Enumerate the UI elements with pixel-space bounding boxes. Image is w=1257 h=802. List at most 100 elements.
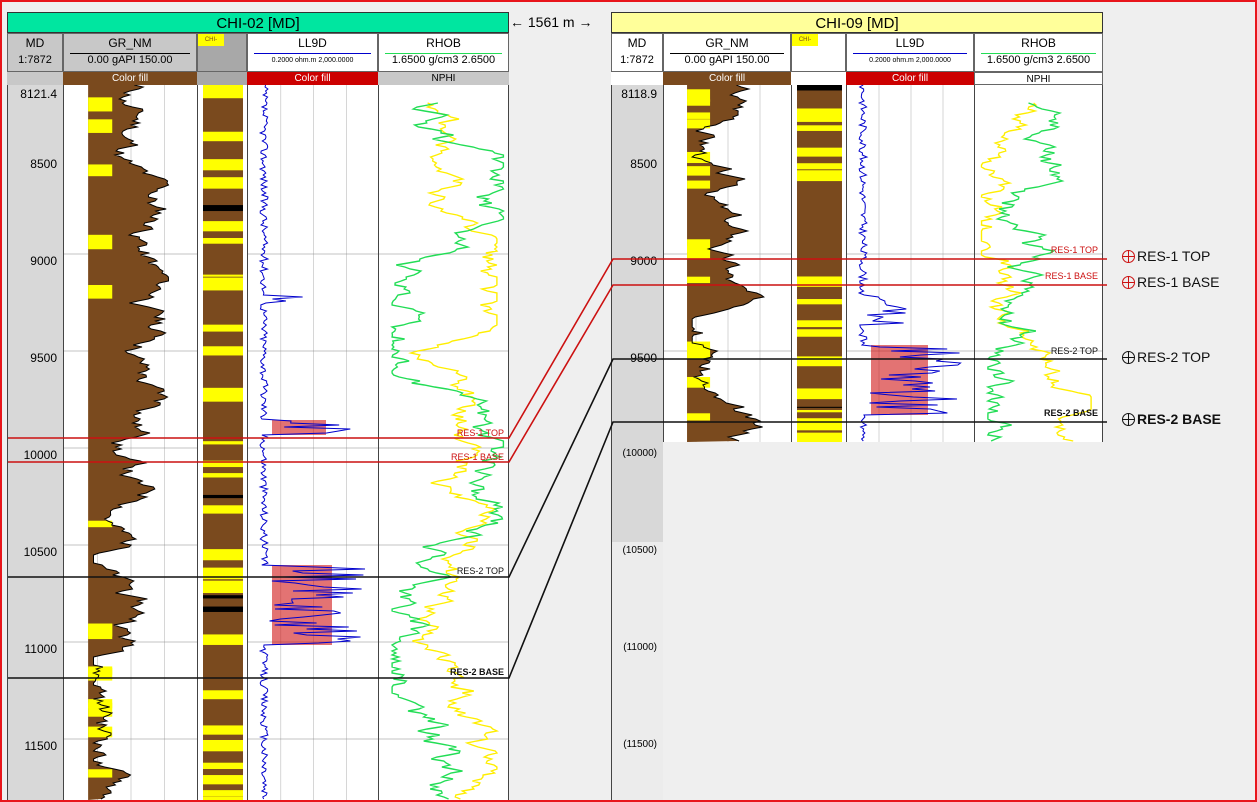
marker-crosshair-icon xyxy=(1122,250,1135,263)
gr-sand-fill xyxy=(88,234,113,250)
gr-shale-fill xyxy=(88,85,169,800)
depth-label: 9000 xyxy=(30,254,57,268)
litho-sand-bed xyxy=(203,796,243,800)
marker-crosshair-icon xyxy=(1122,276,1135,289)
litho-track[interactable] xyxy=(791,85,846,442)
gr-sand-fill xyxy=(687,180,711,189)
rhob-track-header[interactable]: RHOB 1.6500 g/cm3 2.6500 xyxy=(378,33,509,72)
litho-coal-bed xyxy=(203,606,243,612)
rhob-nphi-track[interactable]: RES-1 TOP RES-1 BASE RES-2 TOP RES-2 BAS… xyxy=(974,85,1103,442)
correlation-marker-res1-top[interactable]: RES-1 TOP xyxy=(1122,248,1210,264)
litho-sand-bed xyxy=(203,346,243,356)
gr-sand-fill xyxy=(687,346,711,359)
ll9d-track[interactable] xyxy=(846,85,974,442)
litho-fill-cell xyxy=(791,72,846,85)
md-track[interactable]: 8121.4 8500 9000 9500 10000 10500 11000 … xyxy=(7,85,63,800)
correlation-marker-res2-base[interactable]: RES-2 BASE xyxy=(1122,411,1221,427)
litho-sand-bed xyxy=(203,387,243,402)
litho-sand-bed xyxy=(203,580,243,594)
correlation-line xyxy=(8,258,1107,439)
ll9d-scale-bar xyxy=(853,49,967,54)
litho-sand-bed xyxy=(797,356,842,367)
well-title[interactable]: CHI-09 [MD] xyxy=(611,12,1103,33)
litho-shale-column xyxy=(797,85,842,442)
gr-sand-fill xyxy=(88,769,113,778)
litho-header-label: CHI-LITHO xyxy=(792,34,818,46)
rhob-header-label: RHOB xyxy=(426,36,461,50)
litho-track[interactable] xyxy=(197,85,247,800)
md-track[interactable]: 8118.9 8500 9000 9500 (10000) (10500) (1… xyxy=(611,85,663,800)
gr-track-header[interactable]: GR_NM 0.00 gAPI 150.00 xyxy=(663,33,791,72)
marker-crosshair-icon xyxy=(1122,351,1135,364)
gr-sand-fill xyxy=(687,246,711,259)
gr-curve xyxy=(91,85,170,800)
gr-sand-fill xyxy=(687,151,711,164)
gr-scale-label: 0.00 gAPI 150.00 xyxy=(87,54,173,66)
litho-sand-bed xyxy=(203,567,243,580)
md-header-label: MD xyxy=(25,36,45,50)
ll9d-track-header[interactable]: LL9D 0.2000 ohm.m 2,000.0000 xyxy=(846,33,974,72)
gr-sand-fill xyxy=(88,164,113,177)
ll9d-curve xyxy=(857,85,962,442)
nphi-label[interactable]: NPHI xyxy=(974,72,1103,85)
litho-sand-bed xyxy=(797,108,842,122)
gr-header-label: GR_NM xyxy=(705,36,749,50)
correlation-line xyxy=(8,358,1107,578)
ll9d-curve xyxy=(258,85,366,800)
top-depth-label: 8121.4 xyxy=(20,87,57,101)
gr-sand-fill xyxy=(687,99,711,106)
md-fill-cell xyxy=(611,72,663,85)
litho-sand-bed xyxy=(203,221,243,232)
gr-track-header[interactable]: GR_NM 0.00 gAPI 150.00 xyxy=(63,33,197,72)
rhob-track-header[interactable]: RHOB 1.6500 g/cm3 2.6500 xyxy=(974,33,1103,72)
gr-scale-bar xyxy=(70,49,190,54)
litho-sand-bed xyxy=(797,388,842,400)
gr-sand-fill xyxy=(88,284,113,299)
rhob-curve xyxy=(985,102,1065,442)
ll9d-fill-label[interactable]: Color fill xyxy=(247,72,378,85)
marker-name: RES-1 TOP xyxy=(1137,248,1211,264)
gr-track[interactable] xyxy=(63,85,197,800)
litho-track-header[interactable]: CHI-LITHO xyxy=(791,33,846,72)
litho-track-header[interactable]: CHI-LITHO xyxy=(197,33,247,72)
litho-coal-bed xyxy=(203,595,243,599)
litho-sand-bed xyxy=(203,725,243,735)
gr-scale-label: 0.00 gAPI 150.00 xyxy=(684,54,770,66)
md-track-lower-shade xyxy=(612,542,663,800)
nphi-label[interactable]: NPHI xyxy=(378,72,509,85)
md-track-header[interactable]: MD 1:7872 xyxy=(611,33,663,72)
gr-sand-fill xyxy=(88,726,113,738)
depth-label: 9500 xyxy=(30,351,57,365)
ll9d-track-header[interactable]: LL9D 0.2000 ohm.m 2,000.0000 xyxy=(247,33,378,72)
ll9d-fill-label[interactable]: Color fill xyxy=(846,72,974,85)
litho-sand-bed xyxy=(203,441,243,445)
gr-fill-label[interactable]: Color fill xyxy=(63,72,197,85)
well-title[interactable]: CHI-02 [MD] xyxy=(7,12,509,33)
gr-fill-label[interactable]: Color fill xyxy=(663,72,791,85)
md-scale-label: 1:7872 xyxy=(620,54,654,66)
rhob-nphi-track[interactable]: RES-1 TOP RES-1 BASE RES-2 TOP RES-2 BAS… xyxy=(378,85,509,800)
litho-sand-bed xyxy=(203,177,243,189)
correlation-marker-res2-top[interactable]: RES-2 TOP xyxy=(1122,349,1210,365)
gr-sand-fill xyxy=(687,276,711,284)
ll9d-header-label: LL9D xyxy=(298,36,327,50)
depth-label: (10000) xyxy=(622,448,657,459)
gr-header-label: GR_NM xyxy=(108,36,152,50)
gr-track[interactable] xyxy=(663,85,791,442)
litho-sand-bed xyxy=(797,276,842,287)
depth-label: 11500 xyxy=(24,739,57,753)
marker-label-res2-base: RES-2 BASE xyxy=(1043,408,1098,418)
correlation-marker-res1-base[interactable]: RES-1 BASE xyxy=(1122,274,1219,290)
marker-label-res1-base: RES-1 BASE xyxy=(1044,271,1098,281)
ll9d-header-label: LL9D xyxy=(895,36,925,50)
rhob-scale-label: 1.6500 g/cm3 2.6500 xyxy=(391,54,496,66)
md-track-header[interactable]: MD 1:7872 xyxy=(7,33,63,72)
ll9d-track[interactable] xyxy=(247,85,378,800)
marker-label-res2-top: RES-2 TOP xyxy=(456,566,504,576)
litho-sand-bed xyxy=(203,237,243,244)
litho-sand-bed xyxy=(203,277,243,291)
litho-sand-bed xyxy=(797,125,842,131)
gr-sand-fill xyxy=(88,520,113,528)
